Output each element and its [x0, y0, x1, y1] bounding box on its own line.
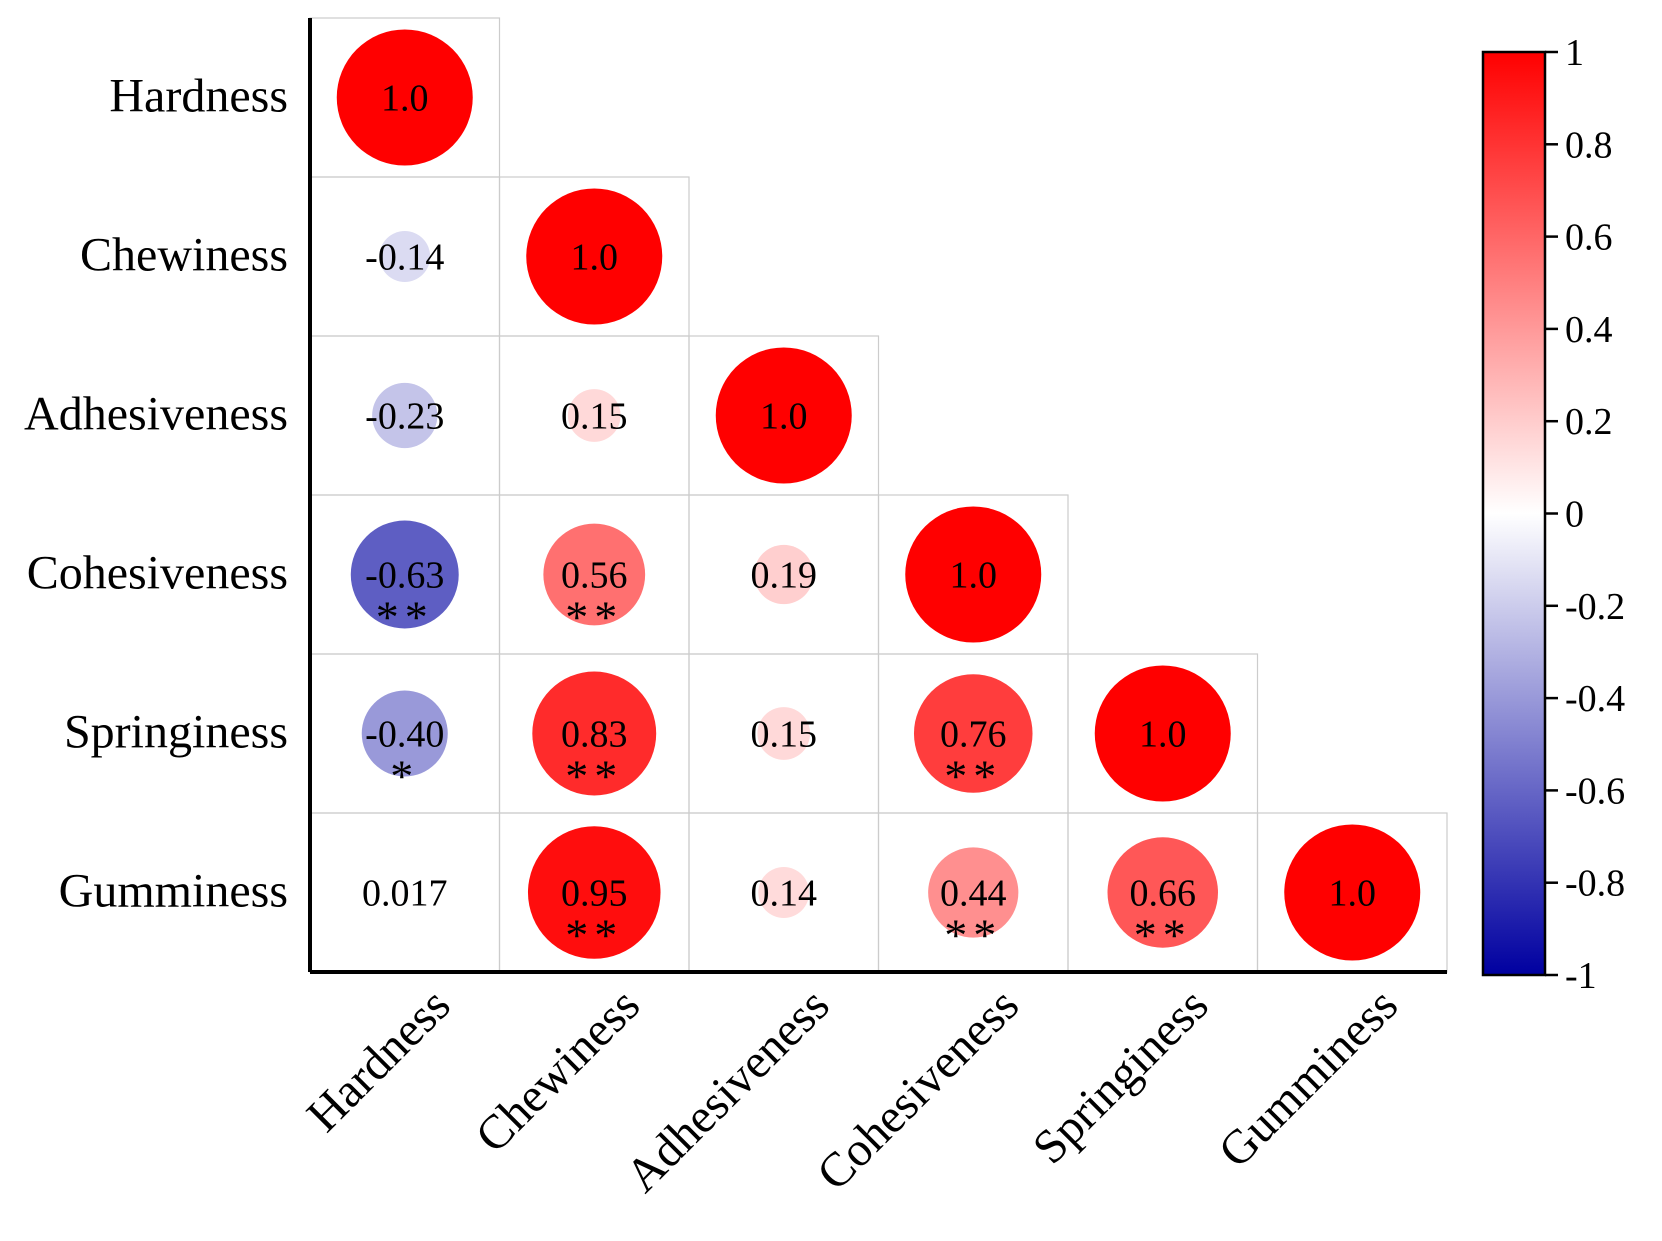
- colorbar-tick-label: 0.2: [1565, 401, 1613, 443]
- row-label: Springiness: [64, 706, 288, 759]
- significance-marker: **: [565, 751, 623, 802]
- correlation-value: 0.56: [561, 555, 628, 597]
- correlation-value: 0.19: [751, 555, 818, 597]
- colorbar-tick-label: 0: [1565, 494, 1584, 536]
- column-label: Adhesiveness: [615, 978, 839, 1202]
- column-labels: Hardness ChewinessAdhesivenessCohesivenes…: [297, 978, 1408, 1202]
- correlation-value: 0.15: [561, 396, 628, 438]
- significance-marker: **: [1134, 910, 1192, 961]
- colorbar-tick-label: 1: [1565, 32, 1584, 74]
- significance-marker: *: [390, 751, 419, 802]
- correlation-circle: [1107, 837, 1218, 948]
- correlation-value: 1.0: [1139, 714, 1187, 756]
- significance-marker: **: [944, 751, 1002, 802]
- correlation-value: 0.44: [940, 873, 1007, 915]
- correlation-value: -0.63: [365, 555, 444, 597]
- correlation-circle: [379, 231, 431, 282]
- colorbar-tick-label: -0.6: [1565, 770, 1625, 812]
- column-label: Springiness: [1023, 978, 1219, 1174]
- significance-marker: **: [376, 592, 434, 643]
- significance-marker: **: [944, 910, 1002, 961]
- correlation-value: 0.76: [940, 714, 1007, 756]
- correlation-value: 1.0: [950, 555, 998, 597]
- correlation-value: -0.23: [365, 396, 444, 438]
- correlation-circle: [1284, 824, 1421, 961]
- correlation-value: 1.0: [1329, 873, 1377, 915]
- row-label: Cohesiveness: [27, 547, 288, 600]
- row-label: Gumminess: [59, 865, 288, 918]
- correlation-circle: [567, 389, 621, 442]
- colorbar-tick-label: 0.6: [1565, 217, 1613, 259]
- colorbar-tick-label: 0.8: [1565, 124, 1613, 166]
- correlation-circle: [372, 382, 438, 449]
- row-labels: Hardness Chewiness Adhesiveness Cohesivenes…: [24, 70, 288, 918]
- row-label: Hardness: [109, 70, 288, 123]
- correlation-circle: [715, 347, 852, 484]
- correlation-value: 0.15: [751, 714, 818, 756]
- correlation-circle: [336, 29, 473, 166]
- colorbar-tick-label: 0.4: [1565, 309, 1613, 351]
- column-label: Hardness: [297, 978, 461, 1142]
- colorbar: 1 0.8 0.6 0.4 0.2 0 -0.2 -0.4 -0.6 -0.8 -1: [1481, 32, 1625, 997]
- significance-marker: **: [565, 592, 623, 643]
- correlation-circle: [928, 847, 1019, 938]
- correlation-circles: [336, 29, 1421, 961]
- correlation-circle: [532, 671, 657, 796]
- colorbar-tick-label: -0.2: [1565, 586, 1625, 628]
- correlation-value: 0.14: [751, 873, 818, 915]
- correlation-circle: [758, 867, 810, 918]
- correlation-circle: [361, 690, 448, 777]
- correlation-value: -0.14: [365, 237, 444, 279]
- plot-axes: [308, 18, 1447, 974]
- correlation-circle: [395, 883, 414, 902]
- correlation-circle: [526, 188, 663, 325]
- correlation-value: 1.0: [760, 396, 808, 438]
- significance-marker: **: [565, 910, 623, 961]
- correlation-value: 0.017: [362, 873, 448, 915]
- correlation-circle: [350, 520, 459, 629]
- correlation-value: 0.95: [561, 873, 628, 915]
- row-label: Chewiness: [80, 229, 288, 282]
- correlation-circle: [543, 523, 646, 626]
- column-label: Chewiness: [465, 978, 650, 1163]
- correlation-circle: [1094, 665, 1231, 802]
- colorbar-scale: [1481, 50, 1547, 977]
- correlation-circle: [527, 826, 661, 959]
- correlation-circle: [913, 674, 1033, 793]
- correlation-value: 1.0: [571, 237, 619, 279]
- row-label: Adhesiveness: [24, 388, 288, 441]
- correlation-value: 0.66: [1130, 873, 1197, 915]
- cell-grid: [309, 17, 1448, 973]
- correlation-circle: [754, 544, 814, 605]
- cell-labels: 1.0-0.14 1.0-0.23 0.15 1.0-0.63**0.56**0.19…: [362, 78, 1376, 961]
- colorbar-tick-label: -0.8: [1565, 863, 1625, 905]
- colorbar-tick-label: -0.4: [1565, 678, 1625, 720]
- colorbar-tick-label: -1: [1565, 955, 1597, 997]
- correlation-value: 1.0: [381, 78, 429, 120]
- column-label: Cohesiveness: [807, 978, 1029, 1200]
- column-label: Gumminess: [1208, 978, 1408, 1178]
- correlation-value: -0.40: [365, 714, 444, 756]
- correlation-circle: [757, 707, 811, 760]
- correlation-circle: [905, 506, 1042, 643]
- correlation-value: 0.83: [561, 714, 628, 756]
